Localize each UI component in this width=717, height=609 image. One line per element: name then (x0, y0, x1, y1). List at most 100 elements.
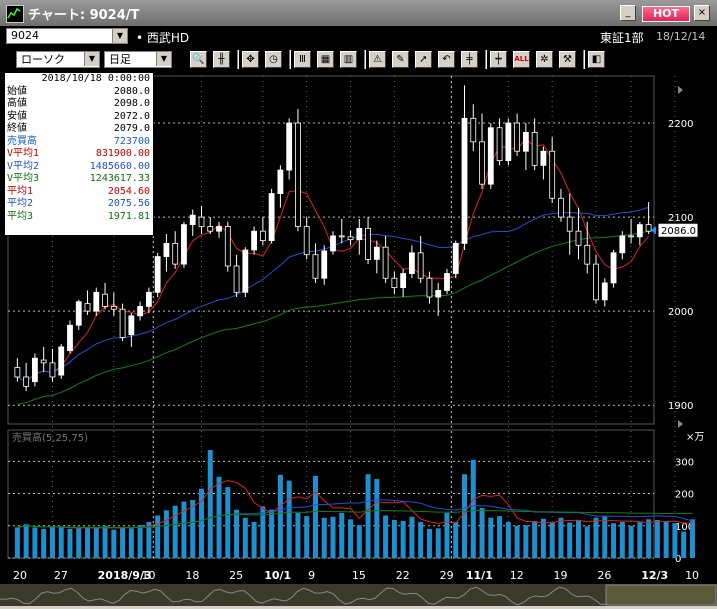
price-tick-label: 2000 (668, 307, 693, 318)
chart-area[interactable]: 2200 2100 2000 1900 300 200 100 0 2086.0 売買高(5,25… (0, 72, 717, 606)
hot-button[interactable]: HOT (642, 6, 690, 22)
alert-icon[interactable]: ⚠ (369, 51, 386, 68)
timer-icon[interactable]: ◷ (265, 51, 282, 68)
volume-bar (304, 516, 310, 558)
candle-body (84, 303, 91, 312)
info-label: 高値 (7, 98, 27, 109)
chevron-down-icon[interactable]: ▼ (112, 29, 127, 43)
volume-bar (225, 487, 231, 558)
period-select[interactable]: 日足 ▼ (104, 51, 172, 68)
x-tick-label: 20 (13, 569, 27, 582)
scroll-thumb (605, 584, 717, 606)
x-tick-label: 19 (554, 569, 568, 582)
volume-tick-label: 300 (675, 457, 694, 468)
info-row: V平均2 1485660.00 (5, 161, 153, 174)
volume-bar (172, 505, 178, 558)
x-tick-label: 29 (440, 569, 454, 582)
compare-icon[interactable]: Ⅲ (294, 51, 311, 68)
x-tick-label: 15 (352, 569, 366, 582)
arrow-icon[interactable]: ➚ (415, 51, 432, 68)
candle-body (154, 256, 161, 293)
volume-bar (128, 528, 134, 558)
volume-bar (198, 488, 204, 558)
candle-body (189, 214, 196, 226)
volume-bar (32, 527, 38, 558)
volume-bar (137, 525, 143, 558)
info-value: 2079.0 (113, 123, 150, 134)
candle-body (330, 235, 336, 252)
volume-ma5-line (17, 480, 693, 529)
x-tick-label: 10/1 (264, 569, 291, 582)
candle-body (452, 243, 459, 274)
info-value: 2054.60 (107, 185, 150, 197)
price-tick-label: 2200 (668, 119, 693, 130)
current-price-arrow (651, 226, 656, 235)
settings-icon[interactable]: ✲ (536, 51, 553, 68)
pencil-icon[interactable]: ✎ (392, 51, 409, 68)
candle-body (277, 169, 284, 194)
volume-bar (190, 500, 196, 558)
window-title: チャート: 9024/T (28, 8, 140, 23)
candle-body (259, 230, 266, 241)
scroll-top-icon (678, 86, 683, 94)
volume-bar (672, 523, 678, 558)
volume-bar (611, 523, 617, 558)
candle-body (295, 122, 301, 227)
candle-body (365, 227, 371, 260)
candle-body (549, 150, 556, 199)
candle-body (479, 141, 485, 185)
symbol-code-select[interactable]: 9024 ▼ (6, 28, 128, 44)
volume-bar (400, 520, 406, 558)
info-row: 平均3 1971.81 (5, 211, 153, 224)
price-panel-frame (7, 75, 655, 425)
symbol-bar: 9024 ▼ • 西武HD 東証1部 18/12/14 (0, 26, 717, 46)
bar-icon[interactable]: ╪ (461, 51, 478, 68)
minimize-button[interactable]: _ (620, 5, 636, 21)
cursor-icon[interactable]: ✥ (242, 51, 259, 68)
volume-bar (514, 525, 520, 558)
volume-bar (14, 527, 20, 558)
volume-bar (277, 474, 283, 558)
candle-body (645, 224, 652, 232)
candle-body (575, 230, 582, 246)
line-tool-icon[interactable]: ╫ (213, 51, 230, 68)
volume-bar (163, 510, 169, 558)
volume-bar (689, 519, 695, 558)
close-button[interactable]: × (694, 5, 710, 21)
volume-bar (470, 459, 476, 558)
price-tick-label: 2100 (668, 213, 693, 224)
info-value: 831900.00 (95, 148, 150, 159)
chevron-down-icon[interactable]: ▼ (84, 52, 99, 66)
candle-body (128, 315, 135, 336)
symbol-code: 9024 (11, 29, 39, 42)
info-row: 平均2 2075.56 (5, 198, 153, 211)
palette-icon[interactable]: ◧ (588, 51, 605, 68)
volume-bar (663, 520, 669, 558)
candle-body (102, 293, 108, 307)
all-icon[interactable]: ALL (513, 51, 530, 68)
chevron-down-icon[interactable]: ▼ (156, 52, 171, 66)
bar2-icon[interactable]: ┿ (490, 51, 507, 68)
volume-icon[interactable]: ▥ (340, 51, 357, 68)
wrench-icon[interactable]: ⚒ (559, 51, 576, 68)
back-icon[interactable]: ↶ (438, 51, 455, 68)
info-row: 安値 2072.0 (5, 111, 153, 124)
info-value: 723700 (113, 135, 150, 147)
candle-body (584, 244, 591, 265)
chart-type-select[interactable]: ローソク ▼ (16, 51, 100, 68)
volume-bar (330, 516, 336, 558)
x-tick-label: 25 (229, 569, 243, 582)
volume-bar (49, 526, 55, 558)
candle-body (435, 290, 442, 298)
info-value: 1243617.33 (89, 173, 150, 184)
volume-bar (321, 517, 327, 558)
x-tick-label: 9 (308, 569, 315, 582)
info-row: V平均1 831900.00 (5, 148, 153, 161)
mesh-icon[interactable]: ▦ (317, 51, 334, 68)
zoom-icon[interactable]: 🔍 (190, 51, 207, 68)
volume-bar (374, 479, 380, 558)
candle-body (233, 265, 240, 293)
ma75-line (17, 230, 649, 405)
volume-bar (67, 529, 73, 558)
candle-body (391, 277, 398, 289)
